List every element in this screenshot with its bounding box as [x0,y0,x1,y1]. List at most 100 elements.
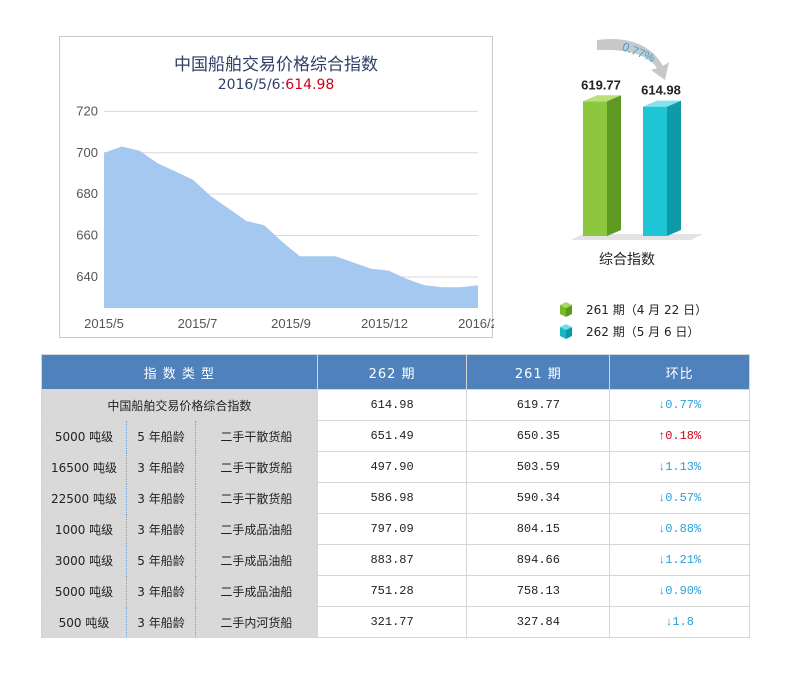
index-area-series [104,146,478,308]
ship-type-cell: 二手成品油船 [220,584,293,599]
table-body: 中国船舶交易价格综合指数 614.98 619.77 ↓0.77% 5000 吨级 5 年… [41,389,750,638]
change-percent: 1.21% [665,553,702,567]
table-header-row: 指 数 类 型 262 期 261 期 环比 [41,354,750,390]
ship-type-cell: 二手内河货船 [220,615,293,630]
index-table: 指 数 类 型 262 期 261 期 环比 中国船舶交易价格综合指数 614.9… [41,354,750,638]
change-arrow-icon [597,39,669,80]
tonnage-cell: 22500 吨级 [51,491,117,506]
index-type-cell: 5000 吨级 5 年船龄 二手干散货船 [41,420,318,452]
header-period-262: 262 期 [316,354,468,390]
bar-262-front [643,106,667,237]
table-row: 3000 吨级 5 年船龄 二手成品油船 883.87 894.66 ↓1.21% [41,544,750,576]
change-cell: ↓0.90% [609,575,750,607]
value-261-cell: 619.77 [466,389,611,421]
change-percent-label: 0.77% [620,39,657,65]
change-cell: ↓0.77% [609,389,750,421]
index-type-cell: 16500 吨级 3 年船龄 二手干散货船 [41,451,318,483]
legend-label-262: 262 期（5 月 6 日） [586,324,700,339]
arrow-down-icon: ↓ [657,553,666,567]
area-chart-svg: 720 700 680 660 640 2015/5 2015/7 2015/9 2015/12… [76,103,494,331]
change-percent: 1.8 [672,615,694,629]
tonnage-cell: 500 吨级 [58,615,110,630]
bar-262-top [643,100,681,107]
x-tick-label: 2016/2 [458,316,494,331]
ship-type-cell: 二手成品油船 [220,522,293,537]
value-262-cell: 883.87 [316,544,468,576]
ship-age-cell: 5 年船龄 [126,421,196,451]
change-percent: 0.88% [665,522,702,536]
bar-261-top [583,95,621,102]
value-261-cell: 590.34 [466,482,611,514]
value-261-cell: 650.35 [466,420,611,452]
table-row: 500 吨级 3 年船龄 二手内河货船 321.77 327.84 ↓1.8 [41,606,750,638]
tonnage-cell: 3000 吨级 [54,553,114,568]
arrow-down-icon: ↓ [657,398,666,412]
tonnage-cell: 16500 吨级 [51,460,117,475]
index-area-chart: 720 700 680 660 640 2015/5 2015/7 2015/9 2015/12… [59,36,494,338]
legend-item-261: 261 期（4 月 22 日） [556,299,746,319]
index-type-cell: 3000 吨级 5 年船龄 二手成品油船 [41,544,318,576]
bar-value-label: 619.77 [581,77,621,92]
table-row: 22500 吨级 3 年船龄 二手干散货船 586.98 590.34 ↓0.57% [41,482,750,514]
table-row: 中国船舶交易价格综合指数 614.98 619.77 ↓0.77% [41,389,750,421]
header-index-type: 指 数 类 型 [41,354,318,390]
bar-261-side [607,95,621,236]
change-percent: 0.57% [665,491,702,505]
value-262-cell: 614.98 [316,389,468,421]
chart-subtitle-date: 2016/5/6: [217,77,286,93]
chart-title: 中国船舶交易价格综合指数 [174,55,378,75]
change-percent: 0.18% [665,429,702,443]
table-row: 5000 吨级 5 年船龄 二手干散货船 651.49 650.35 ↑0.18% [41,420,750,452]
change-percent: 1.13% [665,460,702,474]
arrow-down-icon: ↓ [657,584,666,598]
value-261-cell: 804.15 [466,513,611,545]
x-tick-label: 2015/5 [84,316,124,331]
y-tick-label: 680 [76,186,98,201]
index-type-cell: 22500 吨级 3 年船龄 二手干散货船 [41,482,318,514]
chart-subtitle: 2016/5/6:614.98 [60,77,492,93]
y-tick-label: 640 [76,269,98,284]
bar-legend: 261 期（4 月 22 日） 262 期（5 月 6 日） [556,299,746,343]
index-type-cell: 1000 吨级 3 年船龄 二手成品油船 [41,513,318,545]
tonnage-cell: 5000 吨级 [54,584,114,599]
value-262-cell: 321.77 [316,606,468,638]
change-cell: ↓1.13% [609,451,750,483]
value-262-cell: 497.90 [316,451,468,483]
tonnage-cell: 5000 吨级 [54,429,114,444]
change-cell: ↓0.57% [609,482,750,514]
index-type-cell: 中国船舶交易价格综合指数 [41,389,318,421]
change-percent: 0.90% [665,584,702,598]
value-261-cell: 758.13 [466,575,611,607]
ship-age-cell: 3 年船龄 [126,452,196,482]
table-row: 1000 吨级 3 年船龄 二手成品油船 797.09 804.15 ↓0.88% [41,513,750,545]
change-cell: ↓0.88% [609,513,750,545]
x-tick-label: 2015/7 [178,316,218,331]
change-cell: ↓1.21% [609,544,750,576]
change-cell: ↓1.8 [609,606,750,638]
legend-item-262: 262 期（5 月 6 日） [556,321,746,341]
tonnage-cell: 1000 吨级 [54,522,114,537]
x-tick-label: 2015/9 [271,316,311,331]
ship-type-cell: 二手干散货船 [220,460,293,475]
bar-value-label: 614.98 [641,83,681,98]
table-row: 16500 吨级 3 年船龄 二手干散货船 497.90 503.59 ↓1.13% [41,451,750,483]
arrow-down-icon: ↓ [657,522,666,536]
ship-type-cell: 二手干散货船 [220,491,293,506]
value-262-cell: 797.09 [316,513,468,545]
x-tick-label: 2015/12 [361,316,408,331]
ship-age-cell: 3 年船龄 [126,514,196,544]
table-row: 5000 吨级 3 年船龄 二手成品油船 751.28 758.13 ↓0.90% [41,575,750,607]
ship-age-cell: 3 年船龄 [126,483,196,513]
legend-label-261: 261 期（4 月 22 日） [586,302,708,317]
y-tick-label: 700 [76,145,98,160]
y-tick-label: 720 [76,103,98,118]
ship-type-cell: 二手干散货船 [220,429,293,444]
bar-category-label: 综合指数 [599,252,655,268]
arrow-up-icon: ↑ [657,429,666,443]
composite-bar-chart: 619.77 614.98 0.77% 综合指数 [545,36,745,276]
y-tick-label: 660 [76,228,98,243]
index-type-cell: 5000 吨级 3 年船龄 二手成品油船 [41,575,318,607]
header-period-261: 261 期 [466,354,611,390]
header-change: 环比 [609,354,750,390]
value-262-cell: 751.28 [316,575,468,607]
